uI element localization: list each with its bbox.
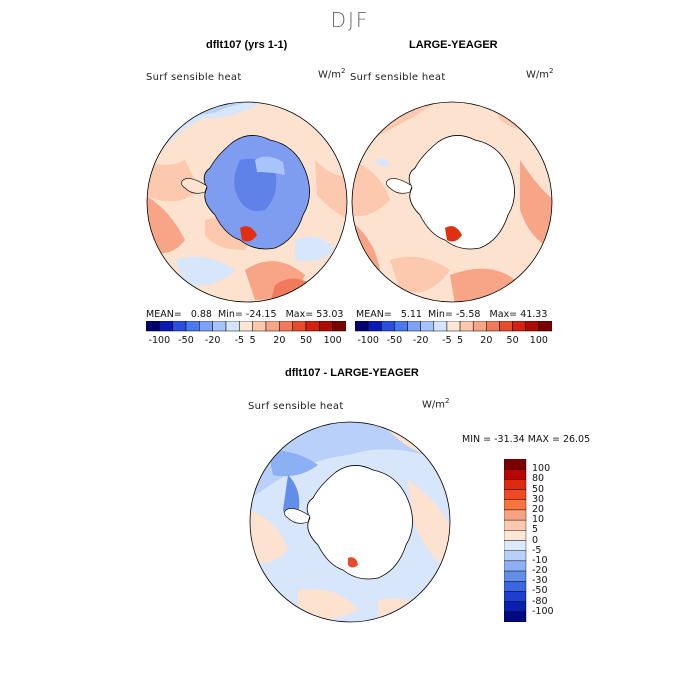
colorbar-swatch bbox=[538, 321, 552, 332]
colorbar-tick-label: -30 bbox=[532, 575, 548, 587]
colorbar-swatch bbox=[504, 489, 527, 500]
panel2-stats: MEAN= 5.11 Min= -5.58 Max= 41.33 bbox=[356, 309, 548, 320]
colorbar-swatch bbox=[504, 540, 527, 551]
colorbar-swatch bbox=[446, 321, 461, 332]
season-title: DJF bbox=[330, 8, 370, 32]
colorbar-tick-label: -5 bbox=[442, 335, 452, 346]
colorbar-tick-label: 80 bbox=[532, 473, 545, 485]
colorbar-tick-label: -20 bbox=[412, 335, 429, 346]
panel3-units: W/m2 bbox=[422, 397, 450, 411]
colorbar-swatch bbox=[292, 321, 307, 332]
panel1-variable-label: Surf sensible heat bbox=[146, 72, 242, 83]
colorbar-tick-label: -50 bbox=[178, 335, 194, 346]
colorbar-swatch bbox=[252, 321, 267, 332]
panel3-map bbox=[249, 421, 451, 623]
colorbar-tick-label: 20 bbox=[532, 503, 545, 515]
colorbar-tick-label: 10 bbox=[532, 514, 545, 526]
colorbar-swatch bbox=[305, 321, 320, 332]
colorbar-tick-label: -10 bbox=[532, 554, 548, 566]
panel3-variable-label: Surf sensible heat bbox=[248, 401, 344, 412]
colorbar-swatch bbox=[504, 459, 527, 470]
colorbar-swatch bbox=[504, 468, 527, 480]
colorbar-tick-label: 100 bbox=[529, 335, 548, 346]
panel1-units: W/m2 bbox=[318, 67, 346, 81]
colorbar-swatch bbox=[504, 479, 527, 490]
colorbar-swatch bbox=[420, 321, 435, 332]
colorbar-swatch bbox=[459, 321, 474, 332]
colorbar-swatch bbox=[504, 581, 527, 592]
colorbar-swatch bbox=[367, 321, 382, 332]
colorbar-swatch bbox=[239, 321, 253, 332]
panel3-colorbar bbox=[504, 459, 527, 622]
colorbar-swatch bbox=[279, 321, 293, 332]
colorbar-swatch bbox=[504, 519, 527, 531]
colorbar-swatch bbox=[504, 530, 527, 541]
colorbar-tick-label: -100 bbox=[532, 605, 554, 617]
colorbar-swatch bbox=[504, 509, 527, 521]
colorbar-tick-label: 50 bbox=[532, 483, 545, 495]
colorbar-tick-label: -50 bbox=[386, 335, 403, 346]
colorbar-swatch bbox=[486, 321, 500, 332]
colorbar-swatch bbox=[512, 321, 526, 332]
colorbar-swatch bbox=[504, 560, 527, 572]
panel1-map bbox=[146, 101, 348, 303]
colorbar-tick-label: -20 bbox=[532, 565, 548, 577]
panel2-title: LARGE-YEAGER bbox=[409, 39, 498, 51]
colorbar-tick-label: -80 bbox=[532, 595, 548, 607]
colorbar-swatch bbox=[504, 570, 527, 582]
colorbar-swatch bbox=[146, 321, 160, 332]
colorbar-swatch bbox=[159, 321, 173, 332]
colorbar-tick-label: -5 bbox=[234, 335, 245, 346]
colorbar-swatch bbox=[504, 550, 527, 562]
colorbar-tick-label: -100 bbox=[148, 335, 171, 346]
colorbar-tick-label: 20 bbox=[480, 335, 493, 346]
colorbar-tick-label: 100 bbox=[323, 335, 342, 346]
panel1-stats: MEAN= 0.88 Min= -24.15 Max= 53.03 bbox=[146, 309, 344, 320]
colorbar-tick-label: 5 bbox=[249, 335, 256, 346]
colorbar-tick-label: 5 bbox=[457, 335, 464, 346]
colorbar-tick-label: -50 bbox=[532, 585, 548, 597]
colorbar-tick-label: 50 bbox=[299, 335, 313, 346]
colorbar-swatch bbox=[172, 321, 187, 332]
colorbar-swatch bbox=[319, 321, 333, 332]
colorbar-swatch bbox=[525, 321, 540, 332]
colorbar-tick-label: 30 bbox=[532, 493, 545, 505]
colorbar-swatch bbox=[504, 601, 527, 613]
colorbar-tick-label: 20 bbox=[273, 335, 286, 346]
colorbar-swatch bbox=[504, 499, 527, 511]
panel2-variable-label: Surf sensible heat bbox=[350, 72, 446, 83]
colorbar-tick-label: 50 bbox=[506, 335, 519, 346]
colorbar-tick-label: 100 bbox=[532, 463, 551, 475]
panel2-units: W/m2 bbox=[526, 67, 554, 81]
colorbar-swatch bbox=[225, 321, 240, 332]
panel1-colorbar bbox=[146, 321, 346, 332]
colorbar-swatch bbox=[199, 321, 213, 332]
panel2-colorbar bbox=[355, 321, 552, 332]
panel2-map bbox=[351, 101, 553, 303]
colorbar-tick-label: -100 bbox=[357, 335, 379, 346]
colorbar-swatch bbox=[504, 591, 527, 602]
colorbar-swatch bbox=[355, 321, 369, 332]
panel3-min-max: MIN = -31.34 MAX = 26.05 bbox=[462, 434, 591, 445]
colorbar-swatch bbox=[332, 321, 346, 332]
colorbar-swatch bbox=[212, 321, 227, 332]
panel3-title: dflt107 - LARGE-YEAGER bbox=[285, 367, 419, 379]
colorbar-swatch bbox=[394, 321, 408, 332]
colorbar-swatch bbox=[407, 321, 421, 332]
colorbar-swatch bbox=[433, 321, 448, 332]
colorbar-swatch bbox=[499, 321, 513, 332]
panel1-title: dflt107 (yrs 1-1) bbox=[206, 39, 288, 51]
colorbar-tick-label: -5 bbox=[532, 544, 542, 556]
colorbar-swatch bbox=[381, 321, 395, 332]
colorbar-swatch bbox=[472, 321, 487, 332]
colorbar-swatch bbox=[265, 321, 280, 332]
colorbar-swatch bbox=[185, 321, 200, 332]
colorbar-tick-label: 0 bbox=[532, 534, 539, 546]
colorbar-tick-label: -20 bbox=[204, 335, 221, 346]
colorbar-swatch bbox=[504, 611, 527, 622]
colorbar-tick-label: 5 bbox=[532, 524, 539, 536]
